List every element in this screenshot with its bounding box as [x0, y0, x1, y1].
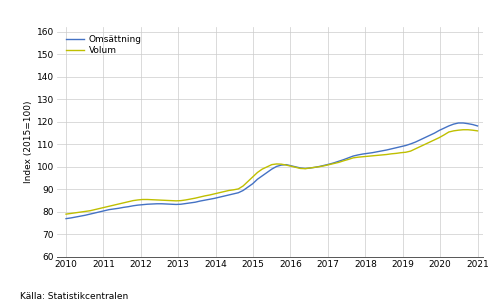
Omsättning [130, 204, 136, 208]
Volum [130, 199, 136, 202]
Volum [63, 212, 69, 216]
Omsättning [183, 202, 189, 206]
Volum [235, 187, 241, 191]
Omsättning [269, 167, 275, 171]
Volum [154, 198, 160, 202]
Volum [269, 163, 275, 167]
Y-axis label: Index (2015=100): Index (2015=100) [24, 101, 33, 183]
Line: Omsättning: Omsättning [66, 123, 478, 219]
Omsättning [235, 191, 241, 195]
Omsättning [63, 217, 69, 220]
Omsättning [475, 124, 481, 128]
Volum [183, 198, 189, 202]
Omsättning [398, 145, 404, 148]
Legend: Omsättning, Volum: Omsättning, Volum [66, 34, 143, 56]
Volum [475, 129, 481, 133]
Omsättning [154, 202, 160, 206]
Line: Volum: Volum [66, 130, 478, 214]
Volum [398, 151, 404, 154]
Text: Källa: Statistikcentralen: Källa: Statistikcentralen [20, 292, 128, 301]
Volum [460, 128, 466, 132]
Omsättning [456, 121, 461, 125]
